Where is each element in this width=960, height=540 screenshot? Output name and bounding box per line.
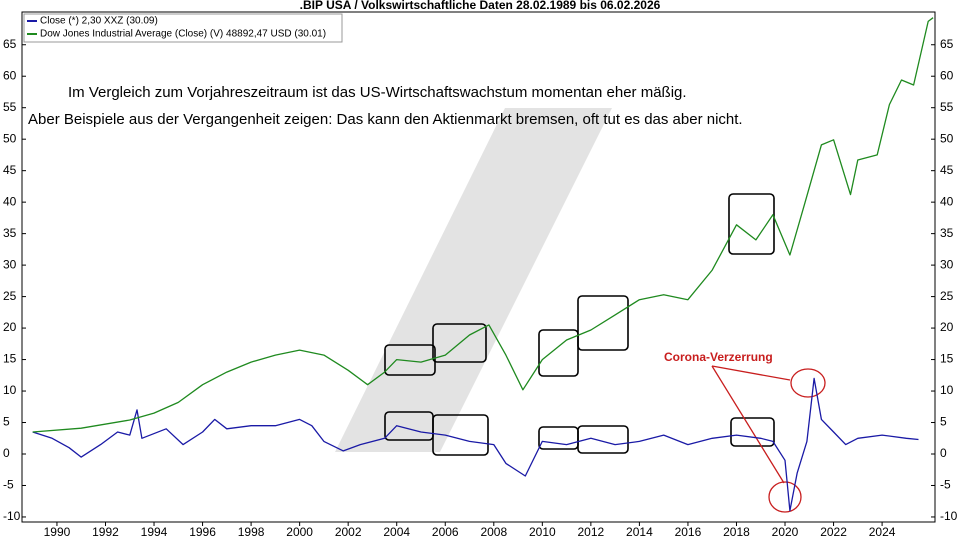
series-line [32, 377, 919, 512]
y-tick-label: 35 [3, 226, 17, 240]
y2-tick-label: 30 [940, 257, 954, 271]
box [728, 193, 775, 255]
y-tick-label: 0 [3, 446, 10, 460]
y-tick-label: 50 [3, 131, 17, 145]
y-tick-label: -5 [3, 478, 14, 492]
box [577, 295, 629, 351]
x-tick-label: 2004 [383, 525, 410, 539]
callout-line [711, 365, 791, 381]
legend: Close (*) 2,30 XXZ (30.09) Dow Jones Indu… [23, 13, 343, 43]
x-tick-label: 2024 [869, 525, 896, 539]
x-tick-label: 2012 [578, 525, 605, 539]
y-tick-label: 10 [3, 383, 17, 397]
chart-title: .BIP USA / Volkswirtschaftliche Daten 28… [300, 0, 661, 12]
box [384, 344, 436, 376]
x-tick-label: 1992 [92, 525, 119, 539]
y2-tick-label: 15 [940, 352, 954, 366]
series-line [32, 17, 934, 433]
x-tick-label: 2002 [335, 525, 362, 539]
y2-tick-label: -10 [940, 509, 958, 523]
y2-tick-label: 65 [940, 37, 954, 51]
box [538, 426, 579, 450]
x-tick-label: 2014 [626, 525, 653, 539]
highlight-boxes [384, 193, 775, 456]
y-tick-label: 15 [3, 352, 17, 366]
x-tick-label: 1994 [141, 525, 168, 539]
y2-tick-label: 5 [940, 415, 947, 429]
box [432, 414, 489, 456]
annotation: Aber Beispiele aus der Vergangenheit zei… [28, 111, 743, 128]
y2-tick-label: -5 [940, 478, 951, 492]
callout-circle [768, 481, 802, 513]
y-tick-label: 25 [3, 289, 17, 303]
x-tick-label: 1996 [189, 525, 216, 539]
box [577, 425, 629, 454]
x-tick-label: 2022 [820, 525, 847, 539]
box [432, 323, 487, 363]
plot-frame [21, 11, 936, 523]
corona-callout [711, 365, 826, 513]
box [538, 329, 579, 377]
y2-tick-label: 25 [940, 289, 954, 303]
y-tick-label: 60 [3, 68, 17, 82]
y2-tick-label: 45 [940, 163, 954, 177]
y-tick-label: 20 [3, 320, 17, 334]
x-tick-label: 1998 [238, 525, 265, 539]
y2-tick-label: 20 [940, 320, 954, 334]
y2-tick-label: 60 [940, 68, 954, 82]
x-tick-label: 2000 [286, 525, 313, 539]
legend-box [23, 13, 343, 43]
y-tick-label: 45 [3, 163, 17, 177]
annotation: Im Vergleich zum Vorjahreszeitraum ist d… [68, 84, 687, 101]
legend-label: Dow Jones Industrial Average (Close) (V)… [40, 29, 326, 40]
box [730, 417, 775, 447]
callout-line [711, 365, 785, 484]
x-tick-label: 2006 [432, 525, 459, 539]
watermark [335, 108, 612, 452]
y-tick-label: 30 [3, 257, 17, 271]
x-tick-label: 2008 [480, 525, 507, 539]
callout-circle [790, 368, 826, 398]
y-tick-label: -10 [3, 509, 21, 523]
y-tick-label: 40 [3, 194, 17, 208]
y2-tick-label: 0 [940, 446, 947, 460]
y-tick-label: 5 [3, 415, 10, 429]
x-tick-label: 2020 [772, 525, 799, 539]
y2-tick-label: 55 [940, 100, 954, 114]
x-tick-label: 2010 [529, 525, 556, 539]
x-tick-label: 2016 [675, 525, 702, 539]
y-tick-label: 55 [3, 100, 17, 114]
y2-tick-label: 40 [940, 194, 954, 208]
y2-tick-label: 50 [940, 131, 954, 145]
annotation: Corona-Verzerrung [664, 350, 773, 364]
x-tick-label: 1990 [44, 525, 71, 539]
y-tick-label: 65 [3, 37, 17, 51]
y2-tick-label: 35 [940, 226, 954, 240]
legend-label: Close (*) 2,30 XXZ (30.09) [40, 16, 158, 27]
y2-tick-label: 10 [940, 383, 954, 397]
x-tick-label: 2018 [723, 525, 750, 539]
